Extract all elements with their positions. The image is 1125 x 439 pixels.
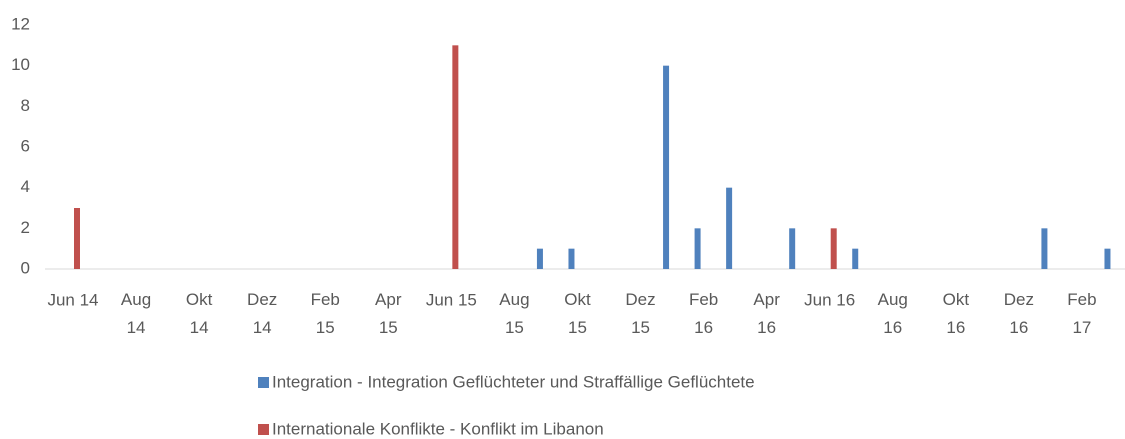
x-tick-label: Feb 15 xyxy=(311,290,340,337)
y-tick-label: 6 xyxy=(21,136,30,155)
x-tick-label: Dez 14 xyxy=(247,290,277,337)
bar xyxy=(726,187,733,269)
y-tick-label: 8 xyxy=(21,96,30,115)
bar xyxy=(568,248,575,269)
x-tick-label: Jun 16 xyxy=(804,290,855,309)
x-tick-label: Jun 14 xyxy=(47,290,98,309)
x-tick-label: Okt 14 xyxy=(186,290,213,337)
x-tick-label: Dez 16 xyxy=(1004,290,1034,337)
bar xyxy=(1104,248,1111,269)
x-tick-label: Okt 15 xyxy=(564,290,591,337)
bar xyxy=(536,248,543,269)
y-tick-label: 10 xyxy=(11,55,30,74)
x-tick-label: Dez 15 xyxy=(625,290,655,337)
x-tick-label: Feb 17 xyxy=(1067,290,1096,337)
x-tick-label: Aug 15 xyxy=(499,290,529,337)
y-tick-label: 2 xyxy=(21,218,30,237)
bar xyxy=(830,228,837,269)
x-tick-label: Feb 16 xyxy=(689,290,718,337)
legend-label: Internationale Konflikte - Konflikt im L… xyxy=(272,419,604,438)
x-tick-label: Aug 14 xyxy=(121,290,151,337)
bar xyxy=(852,248,859,269)
x-tick-label: Aug 16 xyxy=(878,290,908,337)
bar xyxy=(663,65,670,270)
bar xyxy=(1041,228,1048,269)
x-tick-label: Okt 16 xyxy=(943,290,970,337)
legend: Integration - Integration Geflüchteter u… xyxy=(258,372,755,438)
x-tick-label: Jun 15 xyxy=(426,290,477,309)
bar xyxy=(694,228,701,269)
x-tick-label: Apr 16 xyxy=(753,290,780,337)
y-tick-label: 4 xyxy=(21,177,30,196)
y-tick-label: 12 xyxy=(11,14,30,33)
bar xyxy=(789,228,796,269)
legend-label: Integration - Integration Geflüchteter u… xyxy=(272,372,755,391)
legend-swatch xyxy=(258,377,269,388)
legend-swatch xyxy=(258,424,269,435)
bar xyxy=(452,45,459,270)
bar xyxy=(74,208,80,269)
x-tick-label: Apr 15 xyxy=(375,290,402,337)
y-tick-label: 0 xyxy=(21,258,30,277)
